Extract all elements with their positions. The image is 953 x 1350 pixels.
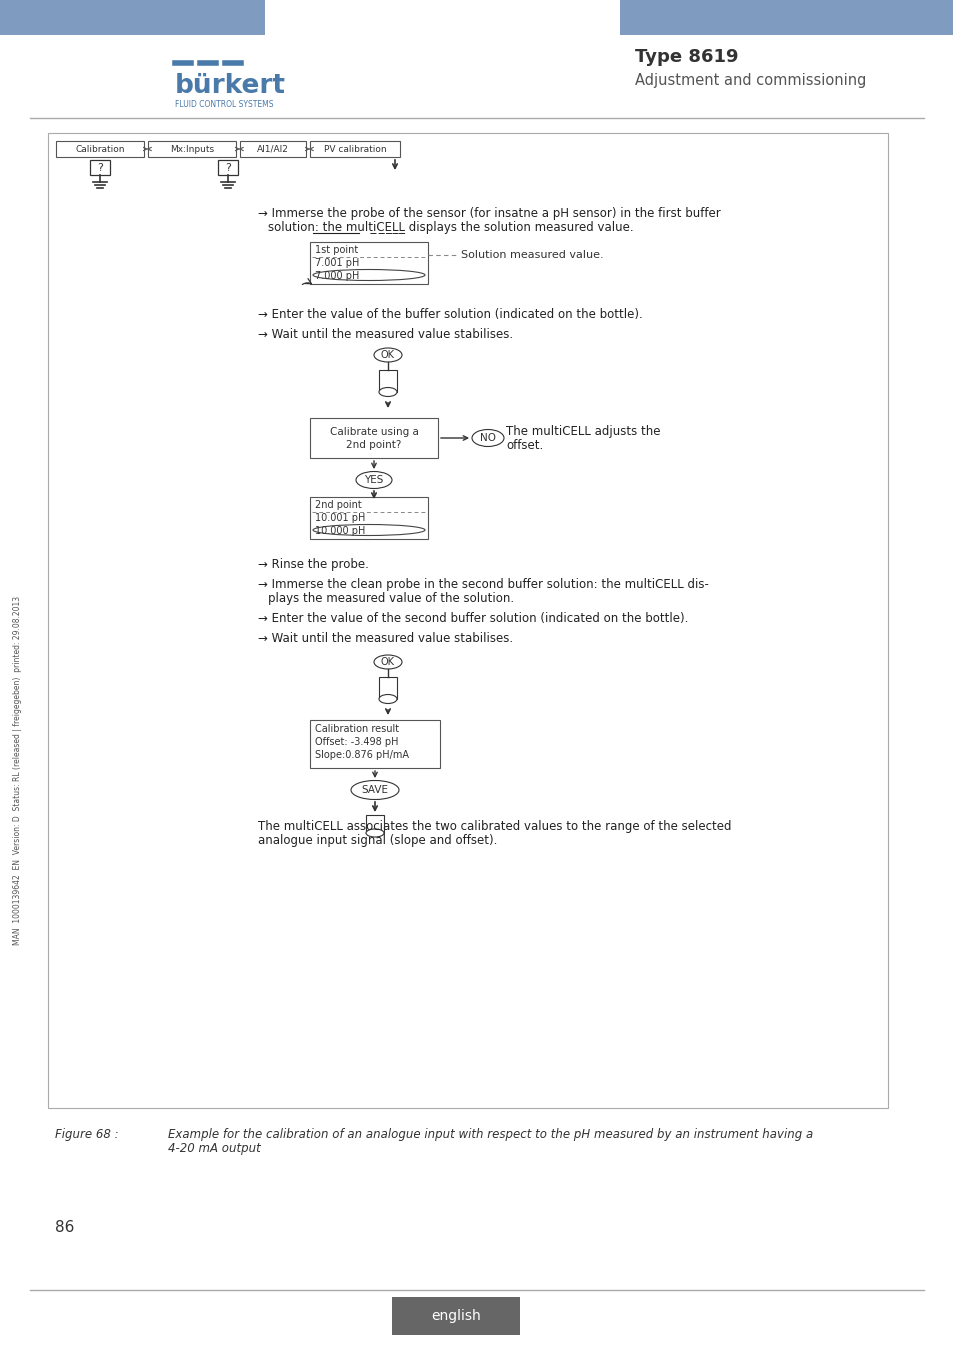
Text: ?: ? [225, 163, 231, 173]
Text: 2nd point?: 2nd point? [346, 440, 401, 450]
Text: 86: 86 [55, 1220, 74, 1235]
Text: Figure 68 :: Figure 68 : [55, 1129, 118, 1141]
Text: Type 8619: Type 8619 [635, 49, 738, 66]
FancyBboxPatch shape [148, 140, 235, 157]
Text: → Immerse the probe of the sensor (for insatne a pH sensor) in the first buffer: → Immerse the probe of the sensor (for i… [257, 207, 720, 220]
Text: Mx:Inputs: Mx:Inputs [170, 144, 213, 154]
Text: Calibration result: Calibration result [314, 724, 398, 734]
Text: 7.000 pH: 7.000 pH [314, 271, 359, 281]
Text: → Enter the value of the second buffer solution (indicated on the bottle).: → Enter the value of the second buffer s… [257, 612, 688, 625]
FancyBboxPatch shape [310, 140, 399, 157]
Ellipse shape [313, 270, 424, 281]
Text: 1st point: 1st point [314, 244, 358, 255]
FancyBboxPatch shape [218, 161, 237, 176]
Text: 2nd point: 2nd point [314, 500, 361, 510]
Ellipse shape [378, 694, 396, 703]
Text: plays the measured value of the solution.: plays the measured value of the solution… [268, 593, 514, 605]
Text: AI1/AI2: AI1/AI2 [256, 144, 289, 154]
Text: solution: the multi̲C̲E̲L̲L̲ displays the solution measured value.: solution: the multi̲C̲E̲L̲L̲ displays th… [268, 221, 633, 234]
Text: Solution measured value.: Solution measured value. [460, 250, 603, 261]
Ellipse shape [313, 525, 424, 536]
FancyBboxPatch shape [310, 720, 439, 768]
Text: → Enter the value of the buffer solution (indicated on the bottle).: → Enter the value of the buffer solution… [257, 308, 642, 321]
Ellipse shape [366, 829, 384, 837]
FancyBboxPatch shape [310, 497, 428, 539]
FancyBboxPatch shape [310, 242, 428, 284]
FancyBboxPatch shape [0, 0, 265, 35]
Text: Offset: -3.498 pH: Offset: -3.498 pH [314, 737, 398, 747]
Text: analogue input signal (slope and offset).: analogue input signal (slope and offset)… [257, 834, 497, 846]
Text: PV calibration: PV calibration [323, 144, 386, 154]
Text: 7.001 pH: 7.001 pH [314, 258, 359, 269]
Text: OK: OK [380, 657, 395, 667]
Text: MAN  1000139642  EN  Version: D  Status: RL (released | freigegeben)  printed: 2: MAN 1000139642 EN Version: D Status: RL … [13, 595, 23, 945]
Text: Slope:0.876 pH/mA: Slope:0.876 pH/mA [314, 751, 409, 760]
FancyBboxPatch shape [378, 370, 396, 392]
Text: 10.000 pH: 10.000 pH [314, 526, 365, 536]
Text: Adjustment and commissioning: Adjustment and commissioning [635, 73, 865, 88]
Text: english: english [431, 1310, 480, 1323]
Text: 10.001 pH: 10.001 pH [314, 513, 365, 522]
FancyBboxPatch shape [310, 418, 437, 458]
Ellipse shape [351, 780, 398, 799]
Text: FLUID CONTROL SYSTEMS: FLUID CONTROL SYSTEMS [174, 100, 274, 109]
Ellipse shape [374, 655, 401, 670]
Text: → Wait until the measured value stabilises.: → Wait until the measured value stabilis… [257, 632, 513, 645]
Text: → Immerse the clean probe in the second buffer solution: the multiCELL dis-: → Immerse the clean probe in the second … [257, 578, 708, 591]
Ellipse shape [355, 471, 392, 489]
Text: Calibration: Calibration [75, 144, 125, 154]
Text: SAVE: SAVE [361, 784, 388, 795]
Text: ?: ? [97, 163, 103, 173]
Ellipse shape [378, 387, 396, 397]
Text: The multiCELL adjusts the: The multiCELL adjusts the [505, 425, 659, 437]
FancyBboxPatch shape [392, 1297, 519, 1335]
Text: Calibrate using a: Calibrate using a [329, 427, 418, 437]
Text: bürkert: bürkert [174, 73, 286, 99]
Text: → Rinse the probe.: → Rinse the probe. [257, 558, 369, 571]
Text: YES: YES [364, 475, 383, 485]
Text: OK: OK [380, 350, 395, 360]
FancyBboxPatch shape [619, 0, 953, 35]
Ellipse shape [374, 348, 401, 362]
Text: offset.: offset. [505, 439, 542, 452]
Text: NO: NO [479, 433, 496, 443]
Text: The multiCELL associates the two calibrated values to the range of the selected: The multiCELL associates the two calibra… [257, 819, 731, 833]
Text: → Wait until the measured value stabilises.: → Wait until the measured value stabilis… [257, 328, 513, 342]
FancyBboxPatch shape [90, 161, 110, 176]
FancyBboxPatch shape [48, 134, 887, 1108]
Ellipse shape [472, 429, 503, 447]
FancyBboxPatch shape [366, 815, 384, 833]
FancyBboxPatch shape [240, 140, 306, 157]
Text: Example for the calibration of an analogue input with respect to the pH measured: Example for the calibration of an analog… [168, 1129, 812, 1141]
FancyBboxPatch shape [378, 676, 396, 699]
Text: 4-20 mA output: 4-20 mA output [168, 1142, 260, 1156]
FancyBboxPatch shape [56, 140, 144, 157]
